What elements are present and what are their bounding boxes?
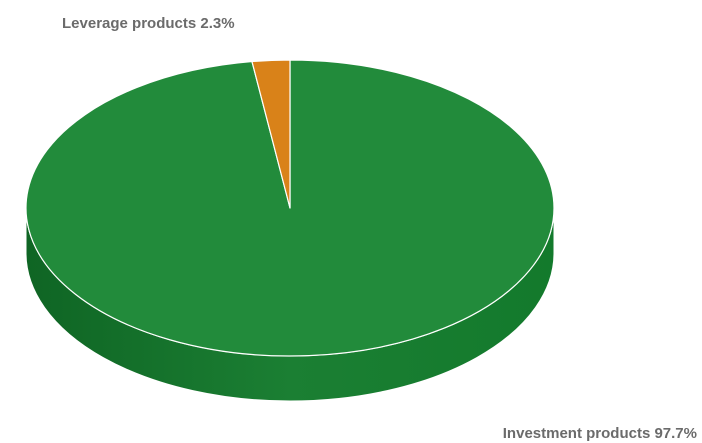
pie-slice-leverage-products [251, 59, 291, 209]
slice-label-leverage-products: Leverage products 2.3% [62, 15, 235, 32]
slice-label-investment-products: Investment products 97.7% [503, 425, 697, 442]
